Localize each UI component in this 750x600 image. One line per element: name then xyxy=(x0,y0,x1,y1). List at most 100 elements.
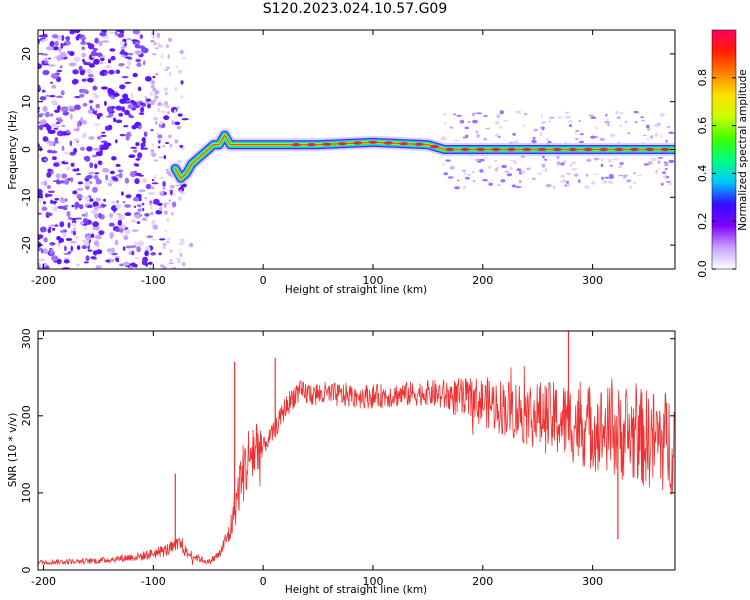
noise-blob xyxy=(45,95,51,97)
noise-blob xyxy=(95,103,101,109)
noise-blob xyxy=(115,203,122,209)
noise-blob xyxy=(42,69,50,76)
noise-blob xyxy=(154,30,157,33)
noise-blob xyxy=(475,158,482,162)
noise-blob xyxy=(660,182,664,186)
noise-blob xyxy=(545,168,548,170)
noise-blob xyxy=(646,124,650,129)
noise-blob xyxy=(143,131,148,137)
ridge-peak xyxy=(629,147,639,152)
noise-blob xyxy=(80,117,84,122)
x-tick-label: 0 xyxy=(260,575,267,588)
noise-blob xyxy=(641,119,645,122)
noise-blob xyxy=(154,116,157,120)
noise-blob xyxy=(41,206,48,211)
noise-blob xyxy=(124,81,132,84)
noise-blob xyxy=(132,197,140,202)
noise-blob xyxy=(479,169,484,173)
noise-blob xyxy=(49,250,54,255)
noise-blob xyxy=(488,165,492,169)
noise-blob xyxy=(125,66,130,69)
noise-blob xyxy=(475,130,479,134)
noise-blob xyxy=(179,252,182,258)
noise-blob xyxy=(69,30,76,35)
noise-blob xyxy=(153,174,157,180)
noise-blob xyxy=(73,227,76,231)
noise-blob xyxy=(95,179,102,185)
noise-blob xyxy=(116,106,122,111)
noise-blob xyxy=(74,217,83,220)
noise-blob xyxy=(109,217,112,220)
noise-blob xyxy=(53,162,60,167)
noise-blob xyxy=(150,80,156,85)
noise-blob xyxy=(102,167,110,173)
noise-blob xyxy=(617,174,624,177)
y-tick-label: 100 xyxy=(20,482,33,503)
noise-blob xyxy=(49,143,55,146)
noise-blob xyxy=(179,238,185,242)
noise-blob xyxy=(145,98,152,102)
noise-blob xyxy=(515,139,519,144)
noise-blob xyxy=(91,233,95,238)
noise-blob xyxy=(491,179,494,181)
ridge-peak xyxy=(337,142,347,146)
noise-blob xyxy=(93,147,100,151)
noise-blob xyxy=(471,170,475,174)
y-tick-label: 10 xyxy=(20,95,33,109)
y-tick-label: 300 xyxy=(20,328,33,349)
noise-blob xyxy=(38,262,41,268)
noise-blob xyxy=(124,109,130,116)
noise-blob xyxy=(578,179,581,183)
colorbar-tick-label: 0.2 xyxy=(696,212,709,230)
noise-blob xyxy=(49,113,54,117)
x-tick-label: -200 xyxy=(31,575,56,588)
noise-blob xyxy=(56,95,63,99)
noise-blob xyxy=(132,72,138,78)
noise-blob xyxy=(69,51,75,56)
noise-blob xyxy=(168,249,174,254)
noise-blob xyxy=(84,240,89,247)
noise-blob xyxy=(659,113,665,117)
noise-blob xyxy=(157,134,163,139)
noise-blob xyxy=(87,61,91,64)
noise-blob xyxy=(62,205,69,208)
noise-blob xyxy=(87,74,94,78)
x-tick-label: 100 xyxy=(362,575,383,588)
noise-blob xyxy=(88,63,95,68)
noise-blob xyxy=(118,214,125,221)
noise-blob xyxy=(503,119,508,122)
noise-blob xyxy=(124,56,132,59)
noise-blob xyxy=(623,174,628,177)
noise-blob xyxy=(86,42,91,45)
noise-blob xyxy=(442,162,445,166)
noise-blob xyxy=(140,106,145,113)
noise-blob xyxy=(38,63,42,69)
noise-blob xyxy=(146,235,154,238)
noise-blob xyxy=(73,79,79,84)
noise-blob xyxy=(663,161,668,164)
noise-blob xyxy=(496,113,502,116)
noise-blob xyxy=(634,121,638,123)
noise-blob xyxy=(122,201,126,204)
noise-blob xyxy=(94,172,100,175)
noise-blob xyxy=(62,43,67,46)
noise-blob xyxy=(166,170,170,175)
noise-blob xyxy=(180,147,186,150)
noise-blob xyxy=(108,222,115,227)
noise-blob xyxy=(129,245,137,248)
noise-blob xyxy=(633,172,636,174)
noise-blob xyxy=(465,134,469,139)
noise-blob xyxy=(43,32,48,35)
noise-blob xyxy=(163,203,167,208)
noise-blob xyxy=(526,167,531,170)
noise-blob xyxy=(92,85,98,91)
noise-blob xyxy=(176,106,180,109)
y-tick-label: 0 xyxy=(20,567,33,574)
noise-blob xyxy=(182,57,186,60)
noise-blob xyxy=(130,219,137,223)
noise-blob xyxy=(166,44,169,49)
noise-blob xyxy=(70,162,75,167)
noise-blob xyxy=(116,200,119,204)
spectrogram-x-label: Height of straight line (km) xyxy=(285,284,427,296)
colorbar-tick-label: 0.4 xyxy=(696,165,709,183)
